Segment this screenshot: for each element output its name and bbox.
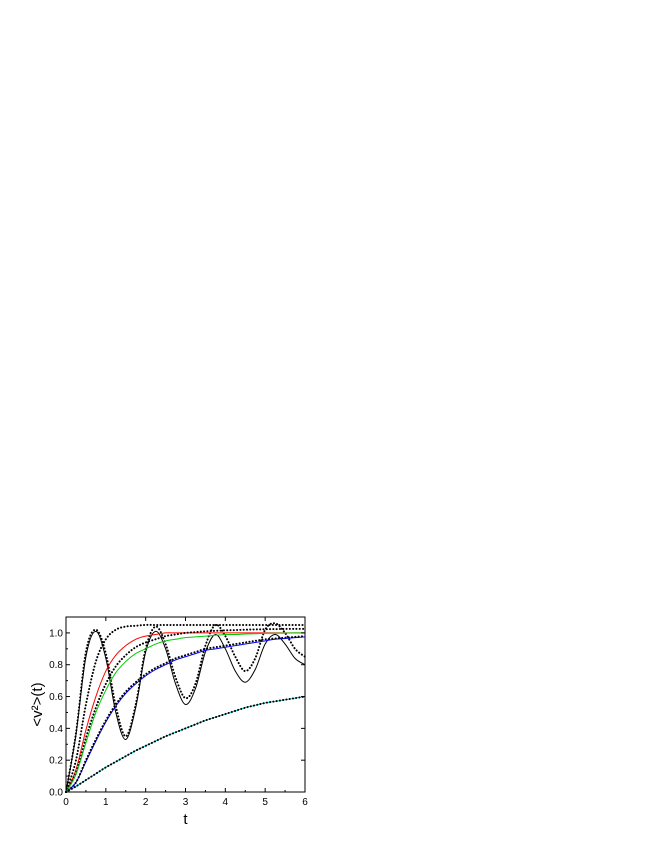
x-axis: 0 1 2 3 4 5 6 [63,617,308,808]
x-axis-title: t [183,811,188,828]
series-line-1 [65,622,306,793]
series-line-0 [65,630,306,793]
x-tick-label: 2 [143,797,149,808]
y-tick-label: 1.0 [49,628,63,639]
series-line-9 [65,695,306,793]
series-line-2 [65,623,306,793]
x-tick-label: 6 [302,797,308,808]
y-axis-title: <v²>(t) [29,682,46,726]
y-tick-label: 0.6 [49,692,63,703]
y-tick-label: 0.2 [49,756,63,767]
series-line-7 [65,635,306,793]
y-axis: 0.0 0.2 0.4 0.6 0.8 1.0 [49,616,305,799]
x-tick-label: 3 [183,797,189,808]
x-tick-label: 5 [262,797,268,808]
x-tick-label: 4 [223,797,229,808]
series-line-5 [65,632,306,793]
x-tick-label: 1 [103,797,109,808]
x-tick-label: 0 [63,797,69,808]
y-tick-label: 0.8 [49,660,63,671]
series-line-4 [65,627,306,793]
y-tick-label: 0.0 [49,788,63,799]
series-layer [65,622,306,793]
series-line-8 [65,696,306,793]
y-tick-label: 0.4 [49,724,63,735]
series-line-6 [65,636,306,793]
